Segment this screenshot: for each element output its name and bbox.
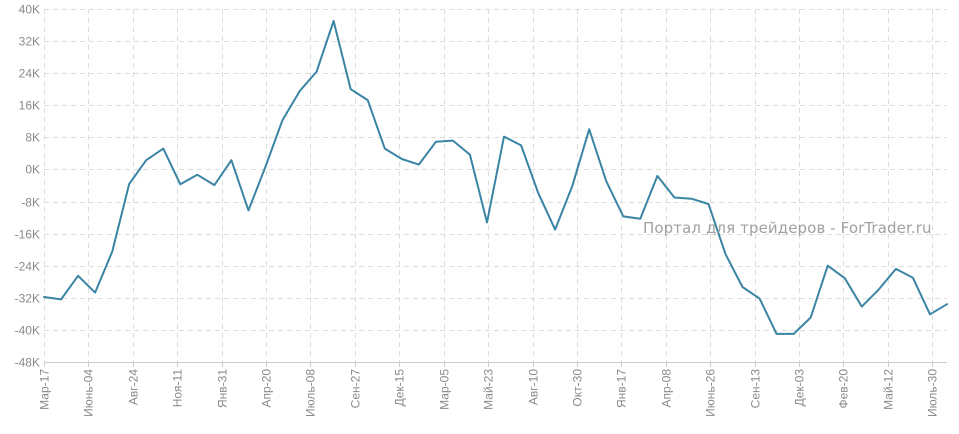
watermark: Портал для трейдеров - ForTrader.ru [643,219,932,237]
y-tick-label: 24K [19,67,40,81]
x-tick-label: Сен-13 [749,369,763,409]
x-tick-label: Янв-17 [615,369,629,408]
x-tick-label: Дек-03 [793,369,807,407]
x-tick-label: Июль-30 [926,369,940,417]
x-tick-label: Окт-30 [571,369,585,407]
x-tick-label: Июнь-26 [704,369,718,417]
y-tick-label: -32K [15,292,40,306]
y-tick-label: -8K [21,196,40,210]
x-tick-label: Авг-10 [527,369,541,405]
x-tick-label: Апр-20 [260,369,274,408]
y-tick-label: -16K [15,228,40,242]
y-tick-label: 8K [25,131,40,145]
x-tick-label: Май-23 [482,369,496,410]
x-tick-label: Дек-15 [393,369,407,407]
x-tick-label: Мар-05 [438,369,452,410]
x-tick-label: Май-12 [882,369,896,410]
y-axis: 40K 32K 24K 16K 8K 0K -8K -16K -24K -32K -40K -48K [15,3,40,370]
y-tick-label: -40K [15,324,40,338]
x-tick-label: Сен-27 [349,369,363,409]
x-tick-label: Авг-24 [127,369,141,405]
grid [44,9,947,363]
series-group [43,20,948,335]
y-tick-label: 16K [19,99,40,113]
y-tick-label: 0K [25,163,40,177]
y-tick-label: 40K [19,3,40,17]
x-tick-label: Фев-20 [837,369,851,409]
x-axis: Мар-17 Июнь-04 Авг-24 Ноя-11 Янв-31 Апр-20 Июл… [38,362,947,417]
y-tick-label: -24K [15,260,40,274]
x-tick-label: Мар-17 [38,369,52,410]
y-tick-label: 32K [19,35,40,49]
series-line [43,20,948,335]
x-tick-label: Июль-08 [304,369,318,417]
x-tick-label: Янв-31 [216,369,230,408]
x-tick-label: Июнь-04 [82,369,96,417]
x-tick-label: Ноя-11 [171,369,185,408]
x-tick-label: Апр-08 [660,369,674,408]
y-tick-label: -48K [15,356,40,370]
